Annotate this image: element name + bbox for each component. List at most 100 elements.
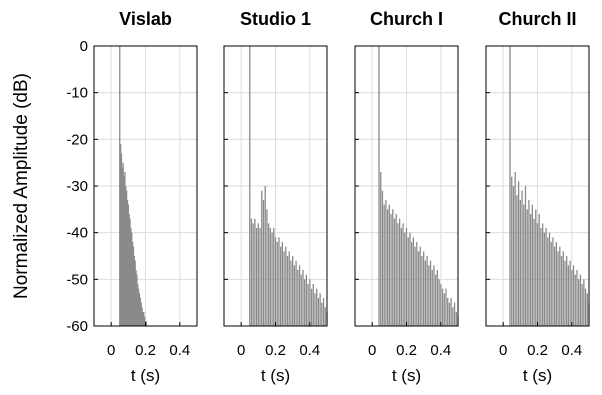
bar: [138, 293, 141, 326]
bar: [523, 204, 525, 326]
x-tick-label: 0: [499, 342, 507, 359]
y-tick-label: -30: [66, 178, 88, 195]
bar: [398, 218, 401, 326]
x-tick-label: 0.2: [265, 342, 286, 359]
bar: [521, 190, 523, 326]
bar: [433, 265, 435, 326]
x-tick-label: 0.4: [430, 342, 451, 359]
panel-4: 0 0.2 0.4 t (s) Church II: [485, 9, 590, 385]
bar: [304, 279, 306, 326]
bar: [380, 172, 382, 326]
bars: [119, 46, 148, 326]
bar: [292, 256, 294, 326]
bar: [283, 251, 285, 326]
bar: [529, 214, 532, 326]
bar: [259, 228, 261, 326]
bar: [445, 288, 447, 326]
panel-title: Church II: [498, 9, 576, 29]
bar: [571, 270, 573, 326]
bar: [535, 209, 537, 326]
bar: [310, 288, 313, 326]
bar: [124, 172, 126, 326]
bar: [309, 279, 311, 326]
bar: [517, 181, 520, 326]
bar: [136, 274, 138, 326]
bar: [141, 307, 143, 326]
bar: [386, 209, 389, 326]
bar: [290, 260, 292, 326]
bar: [119, 46, 121, 326]
bar: [139, 298, 141, 326]
bar: [526, 209, 528, 326]
bar: [581, 284, 583, 326]
bar: [531, 204, 533, 326]
bar: [519, 200, 521, 326]
bar: [528, 200, 530, 326]
bar: [300, 274, 302, 326]
bar: [312, 284, 314, 326]
bar: [550, 242, 552, 326]
panel-3: 0 0.2 0.4 t (s) Church I: [354, 9, 459, 385]
bar: [121, 167, 123, 326]
bar: [545, 228, 547, 326]
bar: [280, 246, 282, 326]
bar: [314, 293, 316, 326]
bar: [127, 204, 129, 326]
bar: [130, 228, 132, 326]
bar: [443, 293, 445, 326]
bar: [302, 270, 304, 326]
bar: [137, 288, 140, 326]
bar: [428, 265, 430, 326]
bar: [540, 228, 542, 326]
bar: [128, 214, 130, 326]
bar: [426, 256, 428, 326]
bar: [264, 186, 266, 326]
bar: [547, 237, 549, 326]
bar: [452, 307, 454, 326]
bar: [119, 144, 122, 326]
bar: [249, 46, 251, 326]
bar: [511, 176, 513, 326]
x-axis-label: t (s): [261, 366, 290, 385]
x-tick-label: 0.4: [561, 342, 582, 359]
bar: [305, 274, 308, 326]
bar: [252, 223, 254, 326]
y-tick-label: -10: [66, 85, 88, 102]
bar: [393, 218, 396, 326]
bar: [569, 260, 571, 326]
x-tick-label: 0: [368, 342, 376, 359]
x-axis-label: t (s): [392, 366, 421, 385]
bar: [278, 237, 280, 326]
x-tick-label: 0.4: [299, 342, 320, 359]
bar: [134, 260, 136, 326]
bar: [390, 214, 392, 326]
bar: [392, 209, 394, 326]
bar: [397, 223, 399, 326]
y-tick-label: -60: [66, 318, 88, 335]
bars: [249, 46, 328, 326]
y-tick-label: -20: [66, 131, 88, 148]
bar: [297, 270, 299, 326]
bar: [579, 274, 582, 326]
bar: [274, 237, 277, 326]
bar: [317, 298, 320, 326]
bar: [295, 260, 297, 326]
bar: [564, 260, 566, 326]
bar: [435, 274, 437, 326]
bar: [286, 256, 289, 326]
bar: [533, 218, 535, 326]
bar: [407, 237, 409, 326]
bar: [572, 265, 575, 326]
bar: [448, 302, 451, 326]
bar: [395, 214, 397, 326]
bar: [584, 288, 587, 326]
bar: [135, 270, 137, 326]
bar: [509, 46, 511, 326]
bar: [557, 251, 559, 326]
panel-2: 0 0.2 0.4 t (s) Studio 1: [223, 9, 328, 385]
bar: [421, 256, 423, 326]
bars: [378, 46, 459, 326]
bar: [438, 279, 440, 326]
bar: [120, 153, 123, 326]
